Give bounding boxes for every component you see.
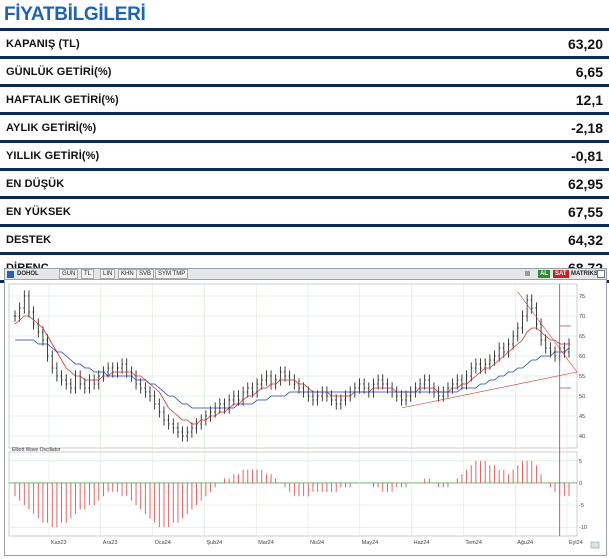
x-tick-label: Oca24 [155,540,171,546]
chart-toolbar: DOHOL GUN TL LIN KHN SVB SYM TMP AL SAT … [5,269,606,280]
info-row-value: 62,95 [567,175,603,192]
price-panel-frame [8,283,578,449]
osc-tick-label: -10 [579,525,587,531]
info-row-label: HAFTALIK GETİRİ(%) [6,93,119,106]
x-tick-label: Eyl24 [569,540,583,546]
x-tick-label: Mar24 [258,540,274,546]
osc-tick-label: 0 [579,481,582,487]
osc-tick-label: -5 [579,503,584,509]
toolbar-btn-currency[interactable]: TL [81,269,95,279]
chart-canvas: 40. 45. 50. 55. 60. 65. 70. 75. 5 0 -5 -10 Kas23 Ara2… [8,283,600,549]
oscillator-label: Elliott Wave Oscillator [12,447,61,453]
long-moving-average [15,339,570,409]
info-row: AYLIK GETİRİ(%) -2,18 [0,112,609,140]
x-tick-label: Ağu24 [517,540,533,546]
info-row-value: 64,32 [567,231,603,248]
info-row-value: 67,55 [567,203,603,220]
close-icon[interactable] [597,270,605,278]
price-tick-label: 60. [579,354,587,360]
price-tick-label: 70. [579,314,587,320]
info-row: KAPANIŞ (TL) 63,20 [0,28,609,56]
info-row-label: DESTEK [6,233,52,246]
buy-button[interactable]: AL [538,270,550,278]
info-row: DESTEK 64,32 [0,224,609,252]
x-tick-label: Haz24 [414,540,430,546]
stock-chart: DOHOL GUN TL LIN KHN SVB SYM TMP AL SAT … [4,268,607,556]
x-tick-label: Kas23 [51,540,67,546]
support-trendline [401,371,578,409]
info-row-value: -2,18 [571,119,603,136]
osc-tick-label: 5 [579,459,582,465]
info-row-label: GÜNLÜK GETİRİ(%) [6,65,112,78]
x-tick-label: Tem24 [465,540,482,546]
chart-symbol: DOHOL [17,271,39,277]
toolbar-settings-icon[interactable] [525,271,530,276]
price-tick-label: 40. [579,434,587,440]
price-tick-label: 55. [579,374,587,380]
info-row: HAFTALIK GETİRİ(%) 12,1 [0,84,609,112]
price-tick-label: 75. [579,294,587,300]
resistance-trendline [517,291,578,373]
price-tick-label: 65. [579,334,587,340]
chart-menu-icon[interactable] [7,271,14,278]
oscillator-panel-frame [8,451,578,537]
info-row: YILLIK GETİRİ(%) -0,81 [0,140,609,168]
info-row-value: -0,81 [571,147,603,164]
info-row: GÜNLÜK GETİRİ(%) 6,65 [0,56,609,84]
info-row-value: 63,20 [567,35,603,52]
x-tick-label: Şub24 [206,540,222,546]
info-row-label: EN YÜKSEK [6,205,71,218]
toolbar-btn-period[interactable]: GUN [59,269,79,279]
info-row-label: YILLIK GETİRİ(%) [6,149,100,162]
info-row-value: 6,65 [575,63,603,80]
page-title: FİYATBİLGİLERİ [4,4,146,25]
toolbar-btn-khn[interactable]: KHN [118,269,137,279]
price-info-table: KAPANIŞ (TL) 63,20 GÜNLÜK GETİRİ(%) 6,65 HAF… [0,28,609,283]
info-row: EN YÜKSEK 67,55 [0,196,609,224]
info-row-value: 12,1 [575,91,603,108]
info-row-label: AYLIK GETİRİ(%) [6,121,97,134]
matriks-logo: MATRIKS [571,271,598,277]
resize-icon [590,541,600,549]
info-row-label: KAPANIŞ (TL) [6,37,80,50]
short-moving-average [14,315,569,425]
price-tick-label: 45. [579,414,587,420]
x-tick-label: May24 [362,540,379,546]
price-tick-label: 50. [579,394,587,400]
info-row: EN DÜŞÜK 62,95 [0,168,609,196]
toolbar-btn-svb[interactable]: SVB [136,269,155,279]
toolbar-btn-sym-tmp[interactable]: SYM TMP [155,269,189,279]
toolbar-btn-linear[interactable]: LIN [100,269,116,279]
x-tick-label: Nis24 [310,540,324,546]
sell-button[interactable]: SAT [553,270,569,278]
info-row-label: EN DÜŞÜK [6,177,65,190]
x-tick-label: Ara23 [103,540,118,546]
